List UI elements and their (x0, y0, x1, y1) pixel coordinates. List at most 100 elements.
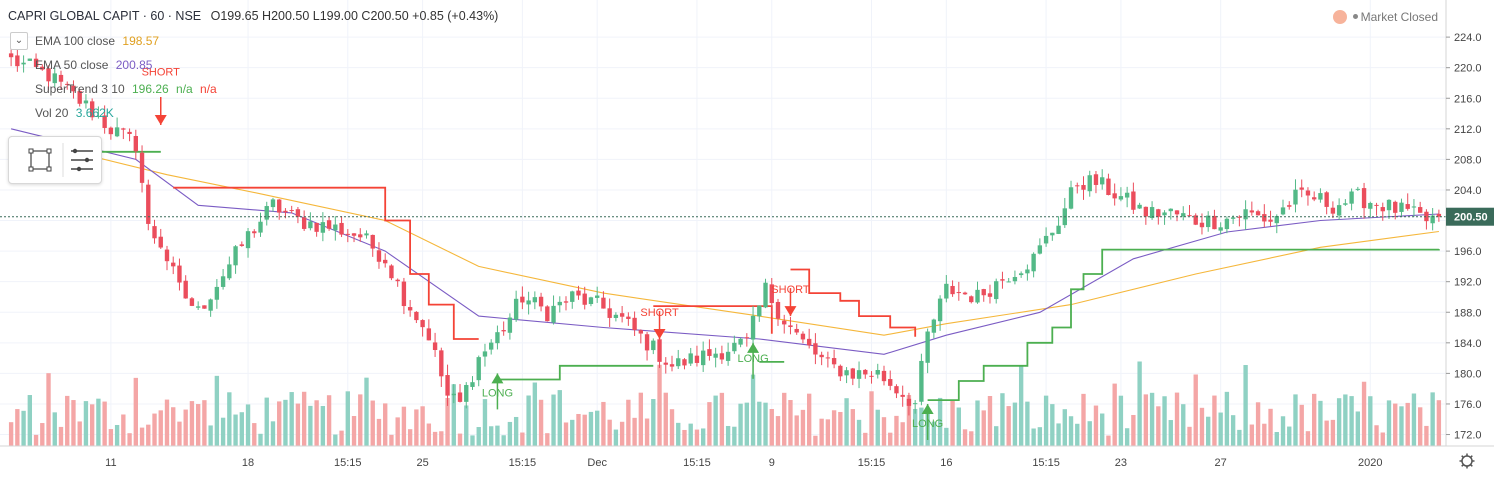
signal-short: SHORT (640, 307, 679, 339)
candle (1368, 201, 1373, 218)
volume-bar (370, 400, 375, 446)
candle-body (906, 398, 912, 406)
volume-bar (856, 419, 862, 446)
candle (582, 286, 587, 310)
volume-bar (1336, 398, 1342, 446)
volume-bar (314, 400, 319, 446)
candle-body (127, 131, 132, 134)
volume-bar (283, 399, 288, 446)
volume-bar (956, 407, 961, 446)
candle (1206, 211, 1211, 232)
candle-body (557, 301, 562, 306)
volume-bar (83, 401, 89, 446)
candle-body (1255, 211, 1261, 216)
candle-body (1081, 185, 1086, 190)
volume-bar (1137, 361, 1142, 446)
candle (707, 339, 712, 361)
volume-bar (595, 410, 600, 446)
candle-body (1149, 207, 1155, 219)
volume-bar (270, 421, 276, 446)
candle-body (133, 135, 138, 152)
candle-body (657, 339, 662, 362)
volume-bar (1424, 425, 1429, 446)
candle (383, 253, 388, 268)
candle-body (713, 353, 718, 358)
volume-bar (65, 395, 70, 446)
candle-body (370, 234, 375, 249)
volume-bar (1062, 409, 1067, 446)
candle-body (501, 330, 506, 332)
signal-long: LONG (912, 403, 943, 440)
candle-body (52, 73, 57, 84)
supertrend-na-2: n/a (200, 82, 217, 96)
volume-bar (975, 400, 980, 446)
legend-supertrend[interactable]: SuperTrend 3 10 196.26 n/a n/a (35, 82, 217, 96)
settings-gear-icon[interactable] (1459, 453, 1475, 469)
volume-bar (171, 407, 176, 446)
candle-body (220, 276, 226, 287)
ema50-path (10, 128, 1439, 355)
volume-bar (345, 391, 350, 446)
candle-body (21, 62, 26, 65)
volume-bar (900, 422, 905, 446)
volume-bar (1274, 432, 1279, 446)
candle (881, 365, 887, 386)
volume-bar (638, 392, 644, 446)
candle-body (975, 289, 980, 303)
candle (1106, 173, 1111, 196)
symbol-title[interactable]: CAPRI GLOBAL CAPIT · 60 · NSE (8, 9, 202, 23)
candle-body (1324, 192, 1329, 207)
volume-bar (46, 373, 51, 446)
candle-body (1368, 202, 1373, 209)
time-tick-label: 2020 (1358, 457, 1382, 469)
signal-arrow-head (653, 329, 666, 339)
legend-ema100[interactable]: EMA 100 close 198.57 (35, 34, 159, 48)
volume-bar (1199, 407, 1205, 446)
candle (414, 311, 419, 324)
volume-bar (1305, 431, 1311, 446)
volume-bar (1405, 402, 1410, 446)
candle (1224, 216, 1230, 234)
candle (688, 347, 693, 366)
volume-bar (127, 433, 132, 446)
collapse-legend-button[interactable]: ⌄ (10, 32, 28, 50)
candle (476, 355, 481, 387)
select-rectangle-icon[interactable] (28, 148, 52, 172)
legend-ema50[interactable]: EMA 50 close 200.85 (35, 58, 152, 72)
candle (15, 47, 20, 72)
volume-bar (407, 429, 413, 446)
volume-bar (1018, 365, 1024, 446)
volume-bar (750, 374, 756, 446)
volume-bar (744, 402, 750, 446)
candle (114, 117, 120, 138)
menu-lines-icon[interactable] (71, 148, 93, 172)
candle (757, 305, 762, 322)
candle (1000, 271, 1005, 289)
price-tick-label: 212.0 (1454, 124, 1482, 136)
signal-label: SHORT (142, 66, 181, 78)
candle-body (1274, 216, 1279, 224)
candle-body (1386, 199, 1392, 211)
candle (1162, 210, 1167, 225)
volume-bar (719, 392, 725, 446)
candle-body (389, 265, 394, 279)
candle-body (576, 290, 581, 296)
volume-bar (994, 426, 999, 446)
legend-volume[interactable]: Vol 20 3.662K (35, 106, 114, 120)
candle (557, 296, 562, 313)
candle (1374, 202, 1379, 216)
candle-body (1050, 232, 1055, 236)
volume-bar (1162, 396, 1167, 446)
candle-body (694, 355, 700, 363)
candle-body (414, 311, 419, 321)
time-tick-label: 18 (242, 457, 254, 469)
candle-body (1218, 227, 1223, 231)
candle (863, 369, 868, 379)
volume-bar (831, 410, 837, 446)
status-dot-icon (1352, 14, 1358, 19)
volume-bar (1318, 400, 1323, 446)
candle-body (301, 217, 307, 229)
candle-body (956, 292, 961, 294)
